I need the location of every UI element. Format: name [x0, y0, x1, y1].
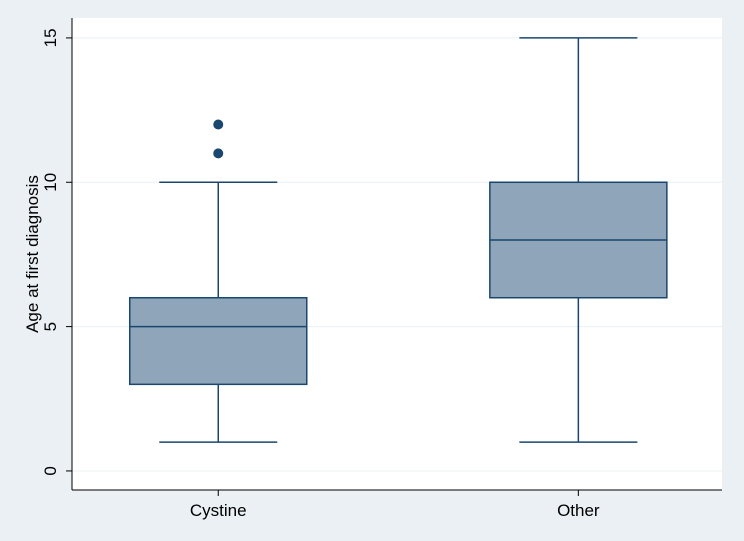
- y-axis-label: Age at first diagnosis: [23, 175, 42, 333]
- y-tick-label: 5: [41, 322, 60, 331]
- x-tick-label: Cystine: [190, 501, 247, 520]
- box: [129, 296, 308, 386]
- y-tick-label: 0: [41, 466, 60, 475]
- x-tick-label: Other: [557, 501, 600, 520]
- outlier: [213, 148, 224, 159]
- outlier: [213, 119, 224, 130]
- y-tick-label: 10: [41, 173, 60, 192]
- y-tick-label: 15: [41, 28, 60, 47]
